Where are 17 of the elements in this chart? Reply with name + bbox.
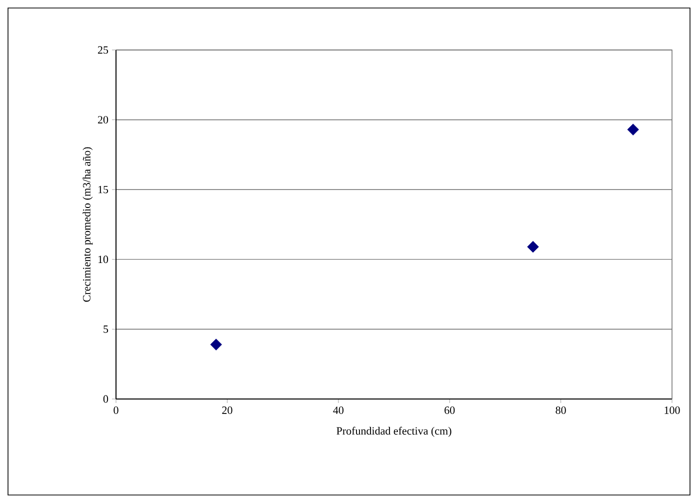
y-tick-label: 10: [98, 256, 108, 264]
y-tick-label: 0: [103, 395, 108, 403]
x-tick-label: 40: [333, 406, 344, 414]
point: [627, 124, 639, 136]
x-tick-label: 100: [664, 406, 680, 414]
x-tick-label: 0: [114, 406, 118, 414]
x-tick-label: 80: [556, 406, 566, 414]
x-tick-label: 20: [222, 406, 232, 414]
y-tick-label: 5: [104, 326, 108, 333]
y-axis-title: Crecimiento promedio (m3/ha año): [82, 147, 93, 302]
point: [527, 240, 539, 253]
y-tick-label: 25: [98, 46, 108, 54]
x-axis-title: Profundidad efectiva (cm): [336, 426, 452, 437]
y-tick-label: 20: [98, 116, 108, 124]
y-tick-label: 15: [98, 186, 108, 194]
x-tick-label: 60: [444, 406, 455, 414]
point: [210, 338, 222, 350]
